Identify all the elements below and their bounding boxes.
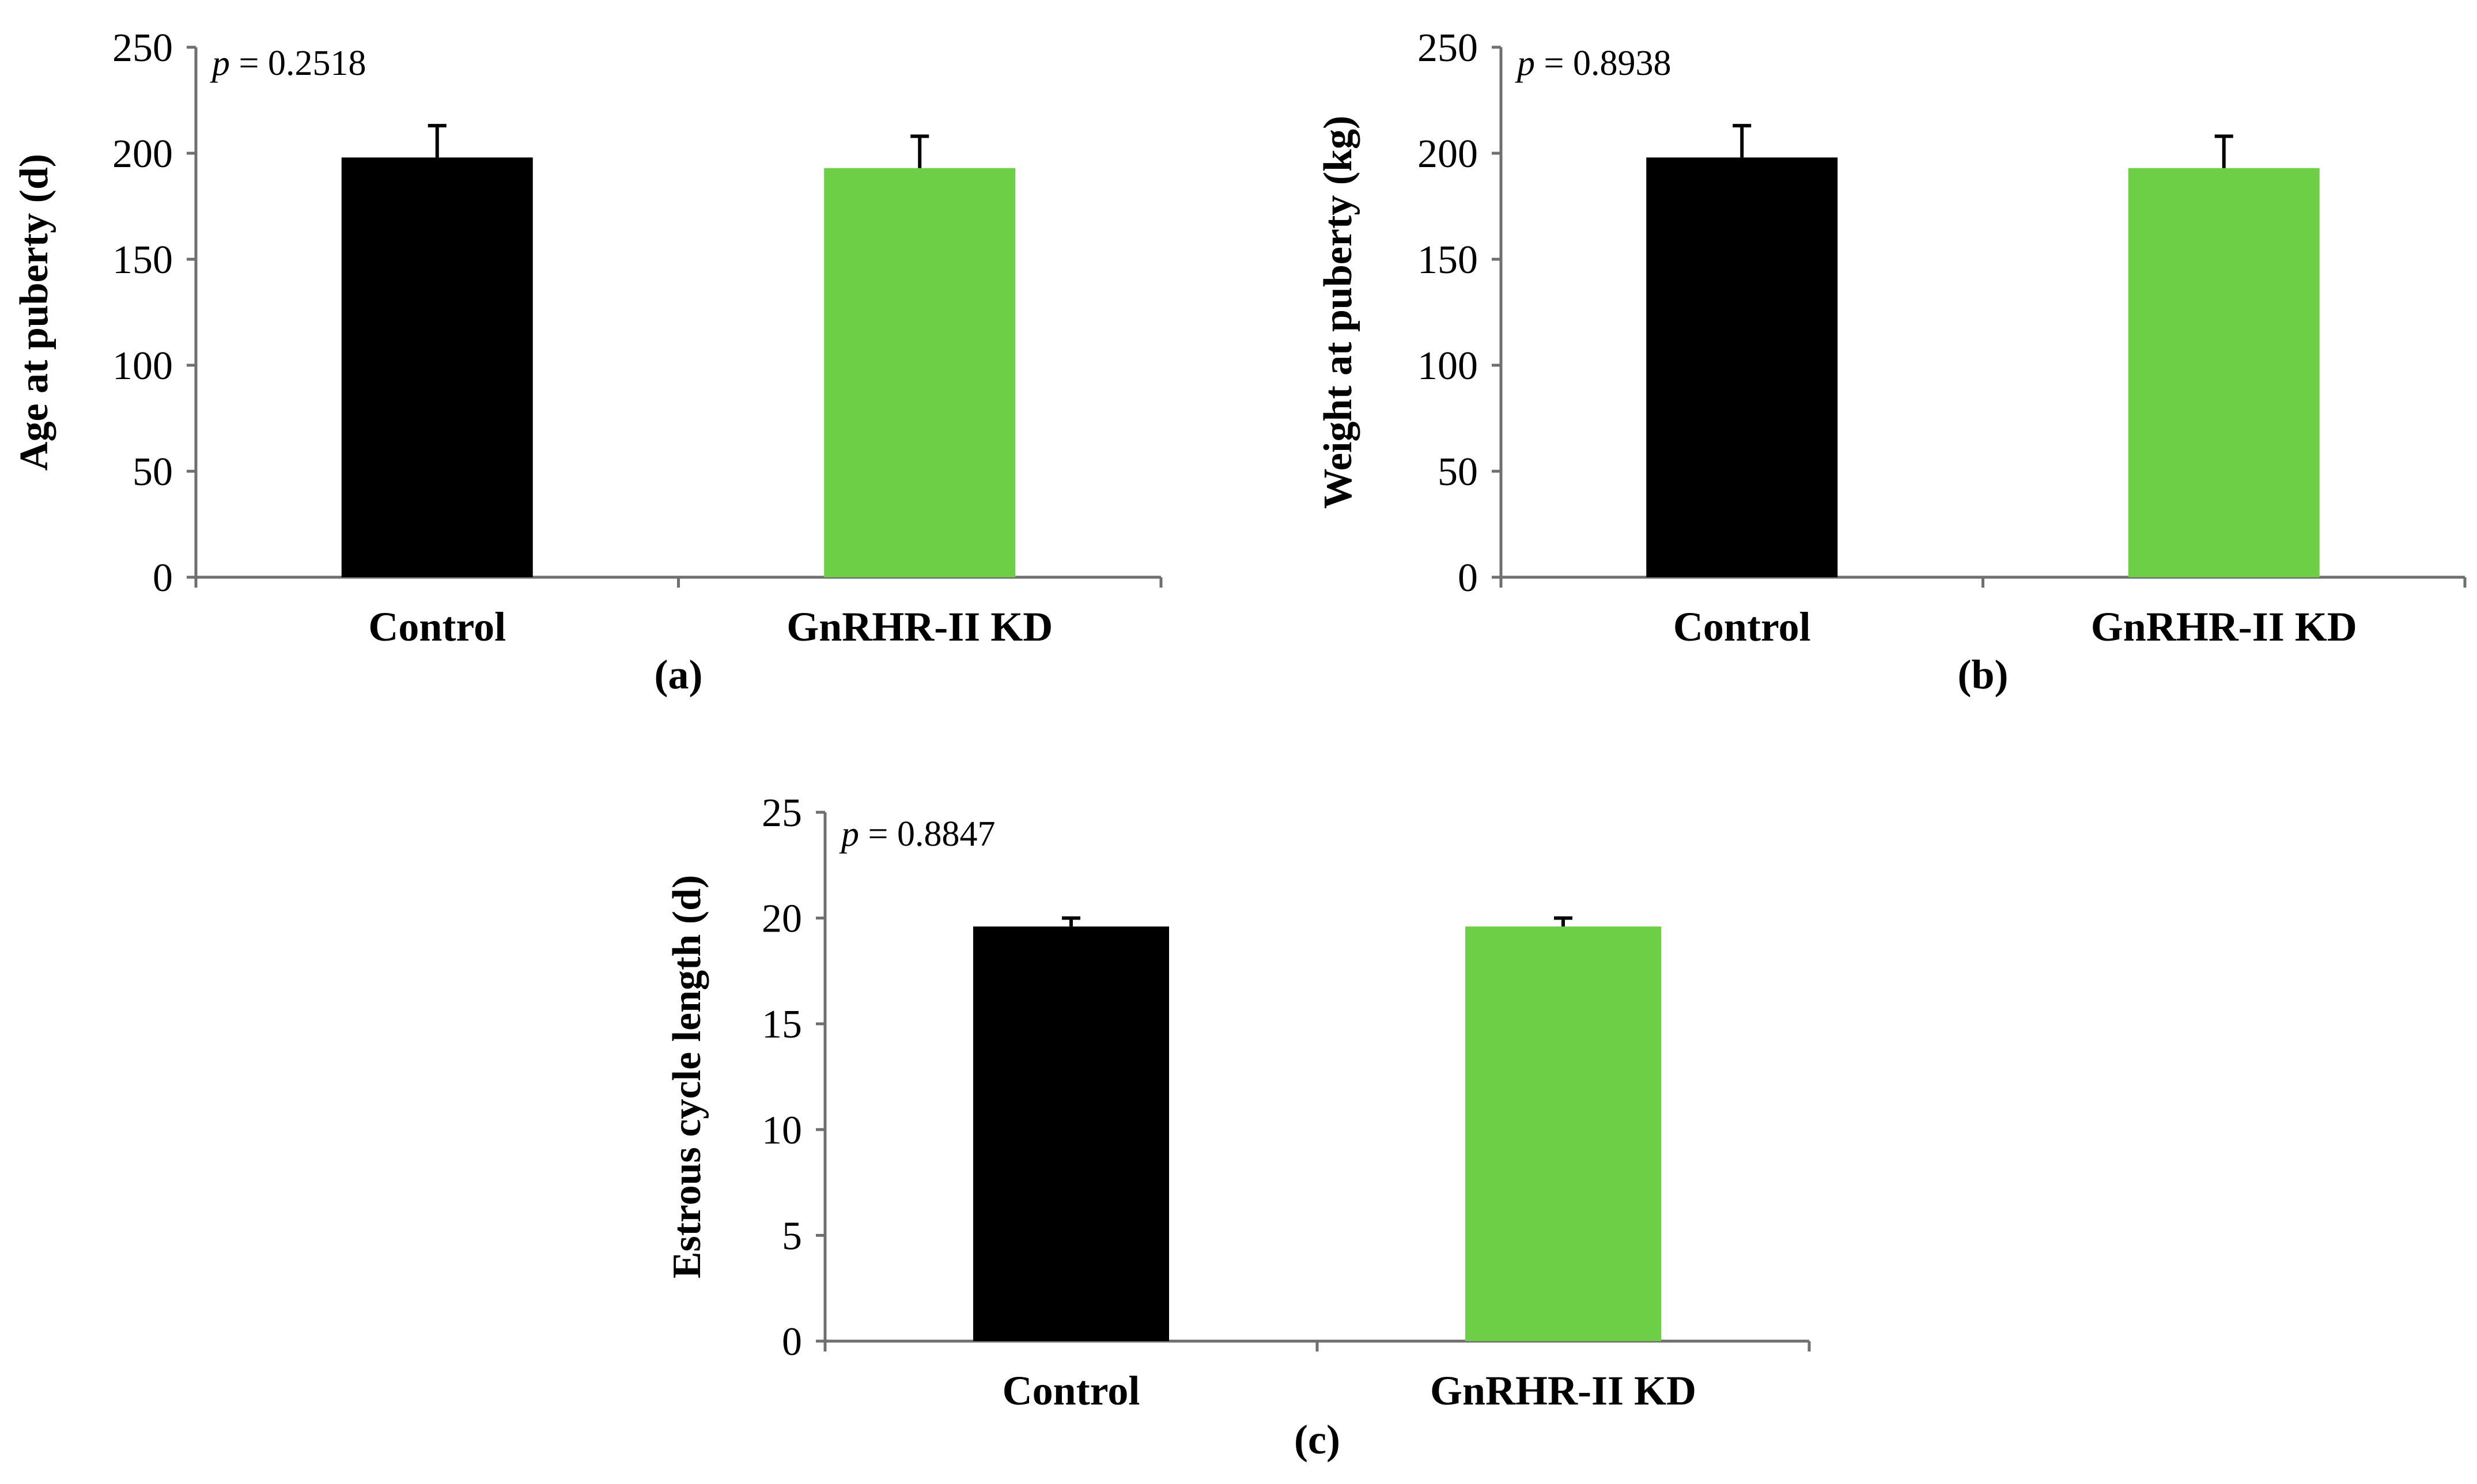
y-tick-label: 200 [112, 132, 173, 176]
y-tick-label: 250 [112, 26, 173, 70]
x-category-label: GnRHR-II KD [1430, 1368, 1696, 1414]
p-value-text: = 0.8938 [1535, 44, 1671, 83]
y-tick-label: 50 [133, 450, 173, 494]
x-category-label: GnRHR-II KD [786, 604, 1053, 650]
bar-gnrhr-ii-kd [2128, 168, 2320, 577]
panel-label: (a) [655, 652, 703, 698]
p-value-text: = 0.2518 [230, 44, 366, 83]
x-category-label: Control [1673, 604, 1811, 650]
p-value-annotation: p = 0.8847 [839, 815, 995, 854]
x-category-label: GnRHR-II KD [2091, 604, 2357, 650]
y-tick-label: 200 [1417, 132, 1478, 176]
y-tick-label: 100 [112, 344, 173, 388]
bar-gnrhr-ii-kd [1465, 926, 1661, 1341]
y-tick-label: 15 [762, 1002, 802, 1047]
y-tick-label: 10 [762, 1108, 802, 1153]
bar-control [341, 157, 533, 577]
x-category-label: Control [368, 604, 506, 650]
p-value-annotation: p = 0.8938 [1515, 44, 1671, 83]
y-axis-title: Weight at puberty (kg) [1316, 116, 1360, 509]
panel-label: (b) [1958, 652, 2009, 698]
p-value-text: = 0.8847 [859, 815, 995, 854]
p-symbol: p [1515, 44, 1535, 83]
y-tick-label: 100 [1417, 344, 1478, 388]
chart-panel-a: 0 50 100 150 200 250 Control GnRHR-II KD Age at … [12, 26, 1163, 698]
y-tick-label: 0 [1458, 556, 1478, 600]
bar-gnrhr-ii-kd [824, 168, 1016, 577]
x-category-label: Control [1003, 1368, 1140, 1414]
y-axis-title: Estrous cycle length (d) [665, 875, 709, 1279]
y-tick-label: 50 [1438, 450, 1478, 494]
y-tick-label: 0 [153, 556, 173, 600]
panel-label: (c) [1294, 1417, 1340, 1463]
y-tick-label: 250 [1417, 26, 1478, 70]
y-tick-label: 150 [1417, 238, 1478, 282]
p-symbol: p [839, 815, 859, 854]
chart-panel-b: 0 50 100 150 200 250 Control GnRHR-II KD Weight … [1316, 26, 2467, 698]
bar-control [1646, 157, 1838, 577]
y-tick-label: 25 [762, 791, 802, 835]
p-value-annotation: p = 0.2518 [210, 44, 366, 83]
y-tick-label: 0 [782, 1320, 802, 1364]
bar-control [973, 926, 1169, 1341]
y-axis-title: Age at puberty (d) [12, 154, 56, 471]
y-tick-label: 150 [112, 238, 173, 282]
y-tick-label: 5 [782, 1214, 802, 1258]
chart-panel-c: 0 5 10 15 20 25 Control GnRHR-II KD Estrous cycl… [665, 791, 1811, 1463]
y-tick-label: 20 [762, 897, 802, 941]
p-symbol: p [210, 44, 230, 83]
